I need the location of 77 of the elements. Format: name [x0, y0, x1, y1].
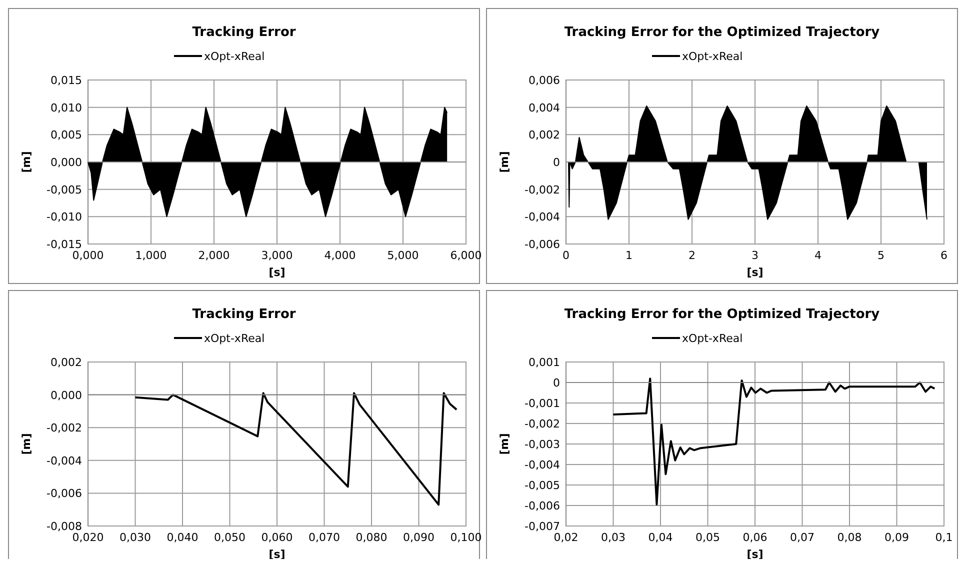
x-axis-title: [s]	[746, 266, 764, 279]
x-tick-label: 0,03	[601, 531, 626, 544]
y-tick-label: 0,000	[50, 156, 82, 169]
y-tick-label: 0,004	[528, 101, 560, 114]
y-tick-label: 0,006	[528, 74, 560, 87]
y-tick-label: -0,005	[524, 479, 560, 492]
y-axis-title: [m]	[20, 433, 33, 455]
legend-label: xOpt-xReal	[204, 50, 265, 63]
y-tick-label: -0,002	[524, 183, 560, 196]
x-tick-label: 0,08	[837, 531, 862, 544]
x-tick-label: 5	[878, 249, 884, 262]
y-axis-title: [m]	[20, 151, 33, 173]
x-tick-label: 1	[626, 249, 632, 262]
x-tick-label: 0,1	[935, 531, 953, 544]
legend-label: xOpt-xReal	[682, 50, 743, 63]
y-tick-label: 0,002	[50, 356, 82, 369]
y-tick-label: 0,000	[50, 388, 82, 402]
x-tick-label: 5,000	[387, 249, 419, 262]
x-tick-label: 0,07	[790, 531, 814, 544]
x-tick-label: 0,070	[308, 531, 340, 544]
y-tick-label: -0,008	[46, 520, 82, 533]
x-tick-label: 1,000	[135, 249, 167, 262]
x-tick-label: 2	[688, 249, 696, 262]
chart-title: Tracking Error	[192, 25, 296, 40]
y-tick-label: 0,002	[528, 128, 560, 142]
y-tick-label: 0	[553, 376, 560, 390]
y-tick-label: -0,002	[46, 422, 82, 435]
y-tick-label: -0,007	[524, 520, 560, 533]
x-tick-label: 0,030	[120, 531, 151, 544]
y-tick-label: -0,006	[524, 500, 560, 512]
x-tick-label: 4	[814, 249, 822, 262]
y-tick-label: 0,010	[50, 101, 82, 114]
x-tick-label: 0,09	[884, 531, 909, 544]
x-tick-label: 0,06	[742, 531, 768, 544]
y-tick-label: -0,010	[46, 210, 82, 224]
x-tick-label: 0,090	[403, 531, 434, 544]
x-tick-label: 3	[752, 249, 758, 262]
y-tick-label: -0,006	[46, 487, 82, 500]
chart-title: Tracking Error for the Optimized Trajectory	[564, 25, 880, 40]
x-tick-label: 0	[562, 249, 570, 262]
chart-title: Tracking Error for the Optimized Trajectory	[564, 307, 880, 322]
line-series	[134, 392, 458, 506]
x-tick-label: 0,05	[696, 531, 720, 544]
x-tick-label: 4,000	[324, 249, 356, 262]
legend-label: xOpt-xReal	[204, 332, 265, 345]
y-tick-label: -0,004	[46, 454, 82, 468]
x-tick-label: 0,080	[356, 531, 388, 544]
x-tick-label: 0,040	[166, 531, 198, 544]
y-tick-label: 0,005	[50, 128, 82, 142]
x-tick-label: 0,02	[554, 531, 578, 544]
x-tick-label: 0,020	[72, 531, 104, 544]
x-tick-label: 0,04	[648, 531, 673, 544]
y-tick-label: -0,004	[524, 458, 560, 472]
y-tick-label: -0,003	[524, 438, 560, 451]
y-tick-label: -0,015	[46, 238, 82, 251]
x-tick-label: 0,050	[214, 531, 246, 544]
y-tick-label: -0,006	[524, 238, 560, 251]
x-axis-title: [s]	[268, 266, 286, 279]
y-tick-label: 0,015	[50, 74, 82, 87]
x-tick-label: 3,000	[261, 249, 293, 262]
y-tick-label: 0	[553, 156, 560, 169]
y-tick-label: 0,001	[528, 356, 560, 369]
x-tick-label: 6	[940, 249, 948, 262]
x-tick-label: 6,000	[450, 249, 482, 262]
line-series	[612, 378, 936, 506]
x-tick-label: 0,000	[72, 249, 104, 262]
chart-title: Tracking Error	[192, 307, 296, 322]
x-tick-label: 0,100	[450, 531, 482, 544]
y-tick-label: -0,001	[524, 397, 560, 410]
y-tick-label: -0,004	[524, 210, 560, 224]
x-tick-label: 0,060	[261, 531, 293, 544]
y-tick-label: -0,005	[46, 183, 82, 196]
y-axis-title: [m]	[498, 151, 511, 173]
legend-label: xOpt-xReal	[682, 332, 743, 345]
x-tick-label: 2,000	[198, 249, 230, 262]
y-tick-label: -0,002	[524, 418, 560, 430]
y-axis-title: [m]	[498, 433, 511, 455]
